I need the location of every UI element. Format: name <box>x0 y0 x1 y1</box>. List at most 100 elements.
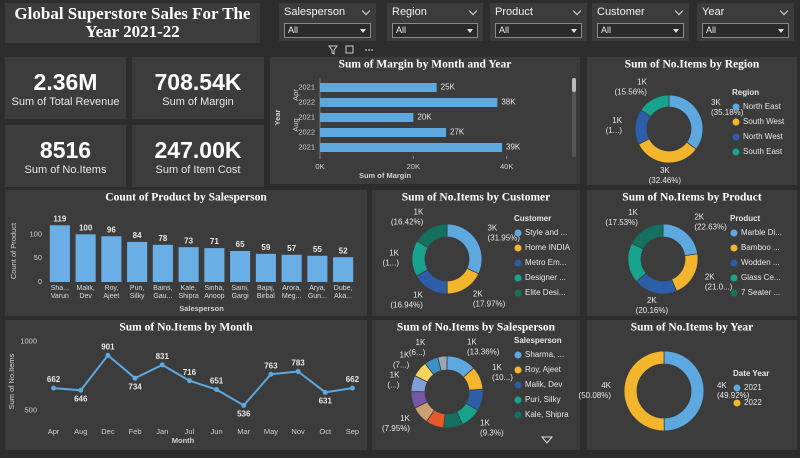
slice-percent-label: (20.16%) <box>636 306 669 315</box>
point <box>186 378 192 384</box>
x-tick-label: Oct <box>319 427 332 436</box>
x-tick-label: Sep <box>346 427 359 436</box>
legend-swatch <box>732 103 740 111</box>
x-tick-label: Bains, Gau... <box>153 285 173 300</box>
slice-percent-label: (6...) <box>409 348 426 357</box>
focus-icon <box>345 45 354 54</box>
y-tick-label: 1000 <box>20 337 37 346</box>
x-tick-label: 40K <box>500 162 513 171</box>
more-icon <box>371 49 373 51</box>
slicer-chevron <box>779 6 789 16</box>
x-tick-label: Malik, Dev <box>76 285 95 300</box>
slicer-chevron <box>572 6 582 16</box>
bar <box>101 236 122 282</box>
bar <box>127 241 148 282</box>
slice-value-label: 2K <box>694 213 704 222</box>
bar <box>230 251 251 282</box>
value-label: 662 <box>346 375 360 384</box>
x-tick-label-box: Dube, Aka... <box>334 285 353 300</box>
slicer-dropdown[interactable]: All <box>702 23 789 38</box>
slicer: Year All <box>697 3 794 41</box>
point <box>268 371 274 377</box>
legend-label: Designer ... <box>525 273 566 282</box>
slice-percent-label: (15.56%) <box>614 88 647 97</box>
legend-label: Style and ... <box>525 228 567 237</box>
slice-value-label: 4K <box>717 381 727 390</box>
slice-value-label: 1K <box>390 370 400 379</box>
slice-percent-label: (1...) <box>606 126 623 135</box>
filter-icon <box>328 45 338 55</box>
value-label: 20K <box>417 113 432 122</box>
legend-swatch <box>732 133 740 141</box>
slice-value-label: 4K <box>601 381 611 390</box>
x-tick-label: Sinha, Anoop <box>204 285 225 300</box>
scrollbar <box>572 78 576 157</box>
scroll-down <box>540 436 554 444</box>
value-label: 716 <box>183 368 197 377</box>
value-label: 65 <box>236 240 245 249</box>
slicer-dropdown[interactable]: All <box>597 23 684 38</box>
slice-percent-label: (1...) <box>383 258 400 267</box>
y-tick-label: 2021 <box>298 112 315 121</box>
x-tick-label: 0K <box>315 162 324 171</box>
value-label: 73 <box>184 236 193 245</box>
x-tick-label-box: Kale, Shipra <box>179 285 199 300</box>
x-tick-label: Jul <box>185 427 195 436</box>
x-tick-label: Aug <box>74 427 87 436</box>
value-label: 27K <box>450 128 465 137</box>
chart-title: Sum of No.Items by Customer <box>402 192 551 204</box>
legend-label: Home INDIA <box>525 243 571 252</box>
y-tick-label: 2022 <box>298 97 315 106</box>
slice-value-label: 1K <box>400 414 410 423</box>
kpi-value: 2.36M <box>33 69 98 95</box>
slicer: Salesperson All <box>279 3 376 41</box>
chart-title: Count of Product by Salesperson <box>105 192 267 204</box>
y-axis-title: Count of Product <box>9 222 18 279</box>
x-tick-label-box: Puri, Silky <box>130 285 145 300</box>
y-axis-title: Sum of No.Items <box>7 353 16 409</box>
legend-label: Roy, Ajeet <box>525 365 562 374</box>
legend-title: Date Year <box>733 369 769 378</box>
legend-label: Marble Di... <box>741 228 782 237</box>
legend-label: South East <box>743 147 783 156</box>
slice <box>623 350 665 432</box>
legend-swatch <box>514 366 522 374</box>
point <box>322 389 328 395</box>
kpi-label: Sum of Item Cost <box>155 164 241 176</box>
value-label: 71 <box>210 237 219 246</box>
x-tick-label: Mar <box>237 427 250 436</box>
legend-label: Glass Ce... <box>741 273 781 282</box>
slicer-dropdown[interactable]: All <box>495 23 582 38</box>
slicer-dropdown[interactable]: All <box>392 23 478 38</box>
x-tick-label-box: Sinha, Anoop <box>204 285 225 300</box>
slicer-label: Product <box>495 6 533 18</box>
x-tick-label-box: Bains, Gau... <box>153 285 173 300</box>
slice-percent-label: (35.18%) <box>711 108 744 117</box>
slice <box>631 223 664 250</box>
legend-swatch <box>730 244 738 252</box>
legend-label: Metro Em... <box>525 258 566 267</box>
bar <box>255 253 276 282</box>
slice-value-label: 1K <box>628 208 638 217</box>
x-tick-label: Bajaj, Birbal <box>256 285 275 300</box>
y-tick-label: 2021 <box>298 82 315 91</box>
slicer-label: Region <box>392 6 427 18</box>
kpi-label: Sum of No.Items <box>24 164 107 176</box>
legend-title: Customer <box>514 214 551 223</box>
legend-swatch <box>514 259 522 267</box>
slice-value-label: 3K <box>487 223 497 232</box>
slice-percent-label: (16.94%) <box>390 301 423 310</box>
y-tick-label: 500 <box>24 405 37 414</box>
point <box>51 385 57 391</box>
slice-value-label: 1K <box>389 248 399 257</box>
slicer-dropdown[interactable]: All <box>284 23 371 38</box>
value-label: 631 <box>319 396 333 405</box>
y-tick-label: 0 <box>38 277 42 286</box>
x-tick-label-box: Roy, Ajeet <box>103 285 119 300</box>
legend-label: North West <box>743 132 784 141</box>
chart-title: Sum of No.Items by Year <box>631 322 754 334</box>
legend-swatch <box>514 244 522 252</box>
x-tick-label-box: Saini, Gargi <box>231 285 249 300</box>
value-label: 38K <box>501 98 516 107</box>
value-label: 96 <box>107 225 116 234</box>
